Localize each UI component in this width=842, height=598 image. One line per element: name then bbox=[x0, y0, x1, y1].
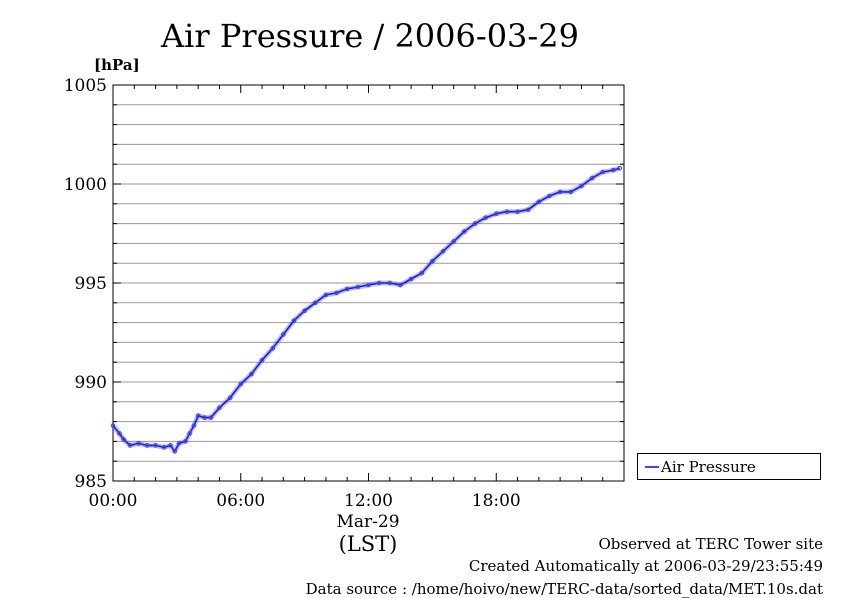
footer-created: Created Automatically at 2006-03-29/23:5… bbox=[468, 557, 823, 575]
data-point bbox=[183, 439, 188, 444]
data-point bbox=[376, 280, 382, 286]
data-point bbox=[515, 209, 520, 215]
data-point bbox=[144, 443, 150, 448]
data-point bbox=[547, 193, 552, 199]
y-tick-label: 995 bbox=[75, 274, 107, 294]
y-tick-label: 1005 bbox=[64, 76, 107, 96]
data-point bbox=[110, 423, 116, 428]
date-label: Mar-29 bbox=[336, 512, 399, 532]
data-point bbox=[430, 258, 435, 264]
data-point bbox=[187, 431, 192, 436]
data-point bbox=[600, 169, 606, 175]
x-tick-label: 18:00 bbox=[472, 491, 521, 511]
data-point bbox=[208, 415, 214, 420]
data-point bbox=[568, 189, 574, 195]
data-point bbox=[525, 207, 531, 213]
data-point bbox=[227, 395, 233, 401]
data-point bbox=[121, 437, 126, 442]
data-point bbox=[472, 221, 478, 226]
data-point bbox=[117, 431, 122, 436]
legend-label: Air Pressure bbox=[661, 458, 756, 476]
data-point bbox=[312, 300, 318, 306]
data-point bbox=[168, 443, 173, 448]
x-tick-label: 00:00 bbox=[89, 491, 138, 511]
data-point bbox=[195, 413, 201, 418]
data-point bbox=[334, 290, 339, 296]
y-tick-label: 1000 bbox=[64, 175, 107, 195]
data-point bbox=[344, 286, 350, 292]
data-point bbox=[387, 280, 393, 286]
series-line bbox=[112, 167, 620, 453]
data-point bbox=[302, 308, 307, 314]
data-point bbox=[323, 292, 329, 298]
data-point bbox=[153, 443, 158, 448]
series-air-pressure bbox=[110, 165, 623, 454]
data-point bbox=[270, 346, 275, 351]
data-point bbox=[408, 276, 414, 282]
data-point bbox=[419, 270, 425, 276]
data-point bbox=[238, 381, 244, 387]
data-point bbox=[557, 189, 563, 195]
y-tick-labels: 985 990 995 1000 1005 bbox=[64, 76, 107, 492]
data-point bbox=[249, 371, 254, 377]
data-point bbox=[191, 423, 197, 428]
footer-observed: Observed at TERC Tower site bbox=[598, 535, 823, 553]
data-point bbox=[217, 405, 222, 411]
y-tick-label: 990 bbox=[75, 373, 107, 393]
data-point bbox=[136, 441, 141, 446]
x-tick-label: 06:00 bbox=[216, 491, 265, 511]
data-point bbox=[259, 357, 265, 363]
x-tick-labels: 00:00 06:00 12:00 18:00 bbox=[89, 491, 521, 511]
data-point bbox=[291, 318, 297, 323]
data-point bbox=[127, 443, 133, 448]
data-point bbox=[161, 445, 167, 450]
data-point bbox=[172, 449, 178, 454]
axis-ticks bbox=[112, 84, 625, 482]
footer-source: Data source : /home/hoivo/new/TERC-data/… bbox=[305, 580, 823, 598]
legend: Air Pressure bbox=[637, 453, 821, 480]
data-point bbox=[451, 239, 456, 244]
data-point bbox=[589, 175, 595, 181]
data-point bbox=[579, 183, 584, 189]
data-point bbox=[462, 229, 467, 234]
data-point bbox=[176, 441, 182, 446]
data-point bbox=[355, 284, 361, 290]
data-point bbox=[398, 282, 403, 288]
legend-swatch bbox=[645, 466, 659, 468]
x-tick-label: 12:00 bbox=[344, 491, 393, 511]
data-point bbox=[366, 282, 371, 288]
data-point bbox=[611, 167, 616, 173]
data-point bbox=[202, 415, 207, 420]
data-point bbox=[617, 165, 623, 171]
y-tick-label: 985 bbox=[75, 472, 107, 492]
data-point bbox=[536, 199, 542, 205]
data-point bbox=[440, 249, 446, 254]
series-band bbox=[111, 165, 621, 454]
x-axis-label: (LST) bbox=[339, 532, 398, 556]
data-point bbox=[483, 215, 488, 220]
chart-title: Air Pressure / 2006-03-29 bbox=[160, 17, 579, 55]
data-point bbox=[493, 211, 499, 216]
data-point bbox=[504, 209, 510, 215]
data-point bbox=[281, 332, 286, 337]
y-axis-unit-label: [hPa] bbox=[94, 56, 140, 74]
